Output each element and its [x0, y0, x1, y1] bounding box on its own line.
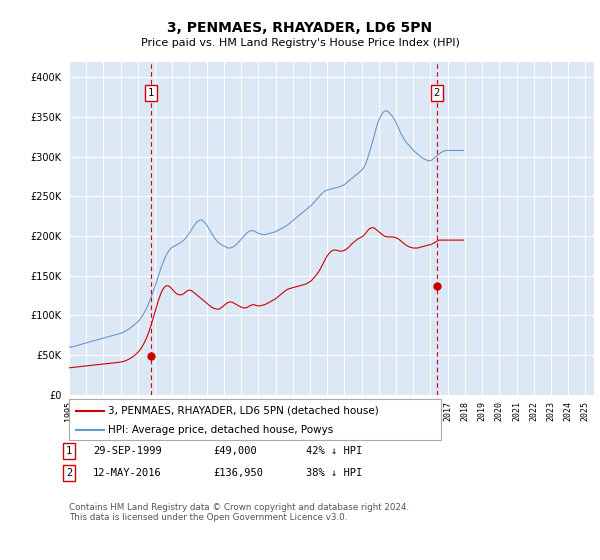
Text: 2: 2 — [434, 88, 440, 99]
Text: Contains HM Land Registry data © Crown copyright and database right 2024.
This d: Contains HM Land Registry data © Crown c… — [69, 503, 409, 522]
Text: 3, PENMAES, RHAYADER, LD6 5PN (detached house): 3, PENMAES, RHAYADER, LD6 5PN (detached … — [108, 405, 379, 416]
Text: 1: 1 — [148, 88, 154, 99]
Text: 1: 1 — [66, 446, 72, 456]
Text: HPI: Average price, detached house, Powys: HPI: Average price, detached house, Powy… — [108, 424, 333, 435]
Text: £136,950: £136,950 — [213, 468, 263, 478]
Text: 3, PENMAES, RHAYADER, LD6 5PN: 3, PENMAES, RHAYADER, LD6 5PN — [167, 21, 433, 35]
Text: Price paid vs. HM Land Registry's House Price Index (HPI): Price paid vs. HM Land Registry's House … — [140, 38, 460, 48]
Text: 2: 2 — [66, 468, 72, 478]
Text: 42% ↓ HPI: 42% ↓ HPI — [306, 446, 362, 456]
Text: 12-MAY-2016: 12-MAY-2016 — [93, 468, 162, 478]
Text: £49,000: £49,000 — [213, 446, 257, 456]
Text: 38% ↓ HPI: 38% ↓ HPI — [306, 468, 362, 478]
Text: 29-SEP-1999: 29-SEP-1999 — [93, 446, 162, 456]
